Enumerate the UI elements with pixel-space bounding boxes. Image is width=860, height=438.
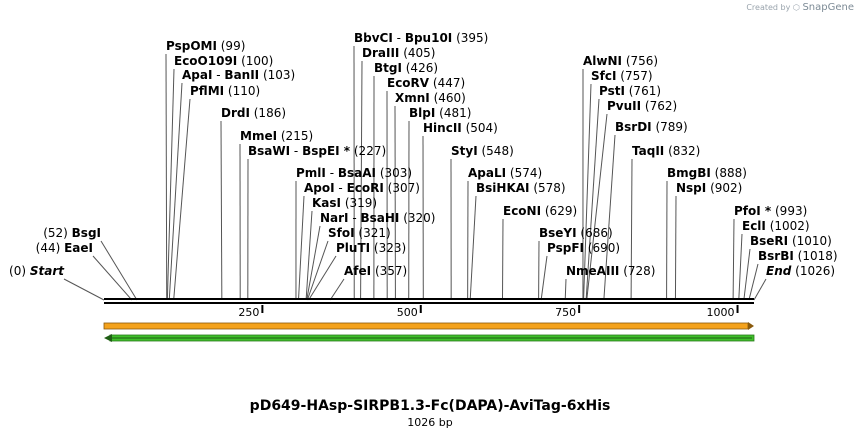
site-label-bseri[interactable]: BseRI (1010) (750, 234, 832, 248)
site-line-pflmi (173, 98, 191, 301)
site-label-apai[interactable]: ApaI - BanII (103) (182, 68, 295, 82)
site-label-ecoo109i[interactable]: EcoO109I (100) (174, 54, 273, 68)
site-lines (63, 45, 767, 301)
site-label-hincii[interactable]: HincII (504) (423, 121, 498, 135)
site-label-bsrdi[interactable]: BsrDI (789) (615, 120, 688, 134)
site-label-bsgi[interactable]: (52) BsgI (43, 226, 101, 240)
site-line-psti (585, 98, 600, 301)
snapgene-logo-icon: ⬡ (792, 3, 800, 12)
site-label-blpi[interactable]: BlpI (481) (409, 106, 471, 120)
site-line-sfci (583, 83, 592, 301)
site-line-draiii (360, 60, 363, 301)
site-line-ecli (738, 233, 743, 301)
site-label-end[interactable]: End (1026) (766, 264, 835, 278)
site-label-bseyi[interactable]: BseYI (686) (539, 226, 613, 240)
watermark-brand: SnapGene (802, 2, 854, 13)
forward-feature[interactable] (103, 322, 754, 330)
site-line-bsgi (100, 240, 138, 301)
site-label-pflmi[interactable]: PflMI (110) (190, 84, 260, 98)
site-line-eaei (92, 255, 133, 301)
site-label-sfci[interactable]: SfcI (757) (591, 69, 653, 83)
site-label-drdi[interactable]: DrdI (186) (221, 106, 286, 120)
ruler-label-750: 750 (555, 306, 576, 319)
sequence-backbone (104, 298, 754, 304)
forward-feature-bar (103, 322, 749, 330)
site-label-pspfi[interactable]: PspFI (690) (547, 241, 620, 255)
site-label-apali[interactable]: ApaLI (574) (468, 166, 542, 180)
site-label-econi[interactable]: EcoNI (629) (503, 204, 577, 218)
site-label-afei[interactable]: AfeI (357) (344, 264, 407, 278)
site-line-apai (168, 82, 183, 301)
site-line-nspi (674, 195, 677, 301)
site-label-start[interactable]: (0) Start (9, 264, 65, 278)
map-title: pD649-HAsp-SIRPB1.3-Fc(DAPA)-AviTag-6xHi… (249, 398, 611, 414)
site-label-psti[interactable]: PstI (761) (599, 84, 661, 98)
forward-feature-arrowhead (748, 322, 754, 330)
site-line-pspfi (540, 255, 548, 301)
site-label-ecli[interactable]: EclI (1002) (742, 219, 810, 233)
site-line-bsrbi (748, 263, 759, 301)
site-line-ecoo109i (166, 68, 175, 301)
snapgene-watermark: Created by ⬡ SnapGene (746, 2, 854, 13)
site-label-styi[interactable]: StyI (548) (451, 144, 514, 158)
site-label-bbvci[interactable]: BbvCI - Bpu10I (395) (354, 31, 488, 45)
site-label-bmgbi[interactable]: BmgBI (888) (667, 166, 747, 180)
site-label-pspomi[interactable]: PspOMI (99) (166, 39, 245, 53)
site-line-bsrdi (603, 134, 616, 301)
site-label-draiii[interactable]: DraIII (405) (362, 46, 435, 60)
site-line-start (63, 278, 105, 301)
site-label-pluti[interactable]: PluTI (323) (336, 241, 406, 255)
watermark-created-by: Created by (746, 3, 791, 12)
ruler-label-250: 250 (238, 306, 259, 319)
site-label-bsawi[interactable]: BsaWI - BspEI * (227) (248, 144, 386, 158)
site-line-drdi (220, 120, 223, 301)
site-line-taqii (630, 158, 633, 301)
site-label-xmni[interactable]: XmnI (460) (395, 91, 466, 105)
site-line-end (753, 278, 767, 301)
site-label-pmli[interactable]: PmlI - BsaAI (303) (296, 166, 412, 180)
site-line-pspomi (165, 53, 168, 301)
reverse-feature-arrowhead (104, 334, 112, 342)
site-label-nmeaiii[interactable]: NmeAIII (728) (566, 264, 655, 278)
features (103, 322, 755, 342)
site-line-econi (501, 218, 504, 301)
site-line-pvuii (586, 113, 608, 301)
site-label-pvuii[interactable]: PvuII (762) (607, 99, 677, 113)
site-label-mmei[interactable]: MmeI (215) (240, 129, 313, 143)
site-label-nari[interactable]: NarI - BsaHI (320) (320, 211, 436, 225)
site-label-apoi[interactable]: ApoI - EcoRI (307) (304, 181, 420, 195)
site-label-eaei[interactable]: (44) EaeI (36, 241, 93, 255)
map-length: 1026 bp (407, 416, 453, 429)
site-line-nari (306, 225, 321, 301)
site-label-alwni[interactable]: AlwNI (756) (583, 54, 658, 68)
site-line-bseri (743, 248, 751, 301)
site-label-bsrbi[interactable]: BsrBI (1018) (758, 249, 838, 263)
site-line-bsihkai (469, 195, 477, 301)
site-line-kasi (305, 210, 313, 301)
site-label-kasi[interactable]: KasI (319) (312, 196, 377, 210)
site-label-nspi[interactable]: NspI (902) (676, 181, 742, 195)
ruler: 250 500 750 1000 (238, 305, 739, 319)
site-line-sfoi (306, 240, 329, 301)
site-label-sfoi[interactable]: SfoI (321) (328, 226, 391, 240)
site-label-pfoi[interactable]: PfoI * (993) (734, 204, 807, 218)
ruler-label-500: 500 (397, 306, 418, 319)
site-line-apoi (297, 195, 305, 301)
site-label-taqii[interactable]: TaqII (832) (632, 144, 700, 158)
site-labels: PspOMI (99)EcoO109I (100)ApaI - BanII (1… (9, 31, 838, 278)
site-line-pluti (308, 255, 337, 301)
site-label-btgi[interactable]: BtgI (426) (374, 61, 438, 75)
site-label-bsihkai[interactable]: BsiHKAI (578) (476, 181, 566, 195)
site-line-afei (329, 278, 345, 301)
site-line-nmeaiii (564, 278, 567, 301)
site-line-pfoi (732, 218, 735, 301)
site-label-ecorv[interactable]: EcoRV (447) (387, 76, 465, 90)
reverse-feature[interactable] (104, 334, 755, 342)
ruler-label-1000: 1000 (707, 306, 735, 319)
